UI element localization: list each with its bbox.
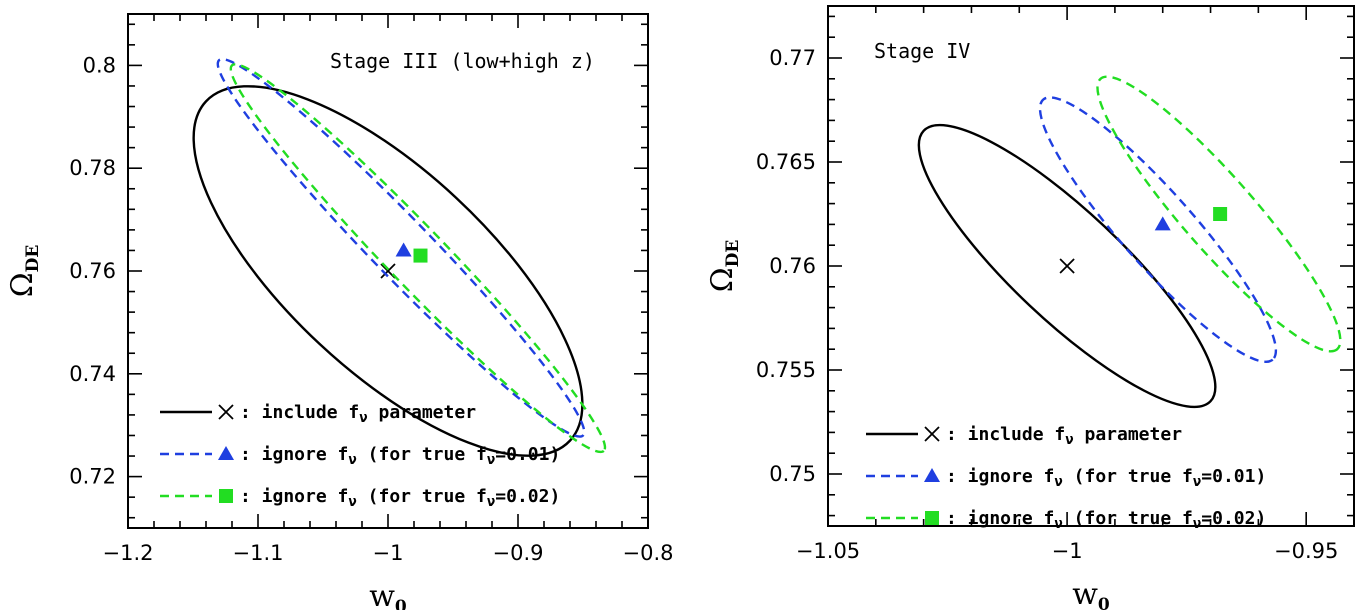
legend-marker-2 [218, 446, 234, 460]
confidence-ellipse-1 [192, 85, 584, 457]
x-tick-label: −0.9 [493, 541, 544, 565]
legend-marker-1-b [924, 426, 940, 442]
legend-text-part: ν [1065, 432, 1073, 448]
y-tick-label: 0.76 [769, 254, 816, 278]
y-axis-label-sub: DE [23, 245, 43, 273]
confidence-ellipse-2 [216, 57, 586, 438]
legend-label-1: : include fν parameter [946, 424, 1182, 448]
x-axis-label-sub: 0 [395, 597, 407, 610]
legend-label-3: : ignore fν (for true fν=0.02) [240, 486, 560, 510]
confidence-ellipse-3 [1096, 75, 1342, 353]
y-tick-label: 0.755 [756, 358, 816, 382]
legend-marker-3 [219, 489, 233, 503]
legend-text-part: (for true f [1063, 508, 1193, 529]
y-tick-label: 0.76 [69, 259, 116, 283]
y-axis-label: ΩDE [5, 245, 43, 298]
x-axis-label: w0 [369, 579, 407, 610]
y-tick-label: 0.78 [69, 156, 116, 180]
center-marker-2 [395, 242, 412, 257]
x-tick-label: −1 [1052, 539, 1083, 563]
center-marker-1-b [380, 263, 396, 279]
legend-text-part: ν [1193, 474, 1201, 490]
y-tick-label: 0.72 [69, 465, 116, 489]
legend-text-part: ν [348, 452, 356, 468]
x-tick-label: −0.95 [1274, 539, 1338, 563]
legend-text-part: (for true f [357, 486, 487, 507]
legend-text-part: ν [348, 494, 356, 510]
legend-text-part: ν [1054, 516, 1062, 532]
legend-text-part: : include f [240, 402, 359, 423]
legend: : include fν parameter: ignore fν (for t… [866, 424, 1266, 532]
legend: : include fν parameter: ignore fν (for t… [160, 402, 560, 510]
legend-label-2: : ignore fν (for true fν=0.01) [946, 466, 1266, 490]
series-group [917, 75, 1342, 409]
legend-text-part: (for true f [1063, 466, 1193, 487]
chart-panel-2: −1.05 −1 −0.95 0.75 0.755 0.76 0.765 0.77 w0 ΩDE S… [705, 5, 1355, 610]
x-tick-label: −0.8 [623, 541, 674, 565]
x-axis-label-sub: 0 [1098, 595, 1110, 610]
center-marker-3 [1213, 207, 1228, 221]
panel-title: Stage IV [874, 39, 970, 63]
legend-label-3: : ignore fν (for true fν=0.02) [946, 508, 1266, 532]
legend-text-part: ν [1193, 516, 1201, 532]
center-marker-3 [413, 248, 428, 263]
legend-text-part: ν [487, 494, 495, 510]
center-marker-2 [1154, 216, 1171, 231]
legend-label-2: : ignore fν (for true fν=0.01) [240, 444, 560, 468]
legend-text-part: : ignore f [946, 466, 1054, 487]
legend-text-part: =0.02) [495, 486, 560, 507]
legend-text-part: =0.02) [1201, 508, 1266, 529]
legend-text-part: : ignore f [240, 486, 348, 507]
panel-title: Stage III (low+high z) [330, 49, 595, 73]
legend-text-part: parameter [368, 402, 477, 423]
x-axis-label: w0 [1072, 577, 1110, 610]
series-group [192, 57, 607, 457]
x-tick-label: −1.1 [233, 541, 284, 565]
x-tick-label: −1.05 [796, 539, 860, 563]
legend-text-part: =0.01) [1201, 466, 1266, 487]
y-tick-label: 0.77 [769, 46, 816, 70]
y-tick-label: 0.75 [769, 462, 816, 486]
legend-text-part: ν [1054, 474, 1062, 490]
y-tick-label: 0.8 [83, 53, 116, 77]
legend-text-part: : include f [946, 424, 1065, 445]
confidence-ellipse-1 [917, 123, 1217, 409]
y-axis-label-sub: DE [723, 240, 743, 268]
y-tick-label: 0.74 [69, 362, 116, 386]
legend-marker-1-b [218, 404, 234, 420]
y-axis-label: ΩDE [705, 240, 743, 293]
confidence-ellipse-3 [229, 63, 607, 454]
legend-text-part: (for true f [357, 444, 487, 465]
chart-panel-1: −1.2 −1.1 −1 −0.9 −0.8 0.72 0.74 0.76 0.78 0.8 w0 Ω… [5, 13, 674, 610]
center-marker-1-b [1059, 258, 1075, 274]
legend-text-part: : ignore f [240, 444, 348, 465]
legend-text-part: =0.01) [495, 444, 560, 465]
x-tick-label: −1 [373, 541, 404, 565]
y-tick-label: 0.765 [756, 150, 816, 174]
x-tick-label: −1.2 [103, 541, 154, 565]
legend-text-part: parameter [1074, 424, 1183, 445]
legend-text-part: : ignore f [946, 508, 1054, 529]
legend-text-part: ν [487, 452, 495, 468]
legend-marker-3 [925, 511, 939, 525]
legend-label-1: : include fν parameter [240, 402, 476, 426]
legend-marker-2 [924, 468, 940, 482]
legend-text-part: ν [359, 410, 367, 426]
plot-frame [827, 5, 1355, 527]
